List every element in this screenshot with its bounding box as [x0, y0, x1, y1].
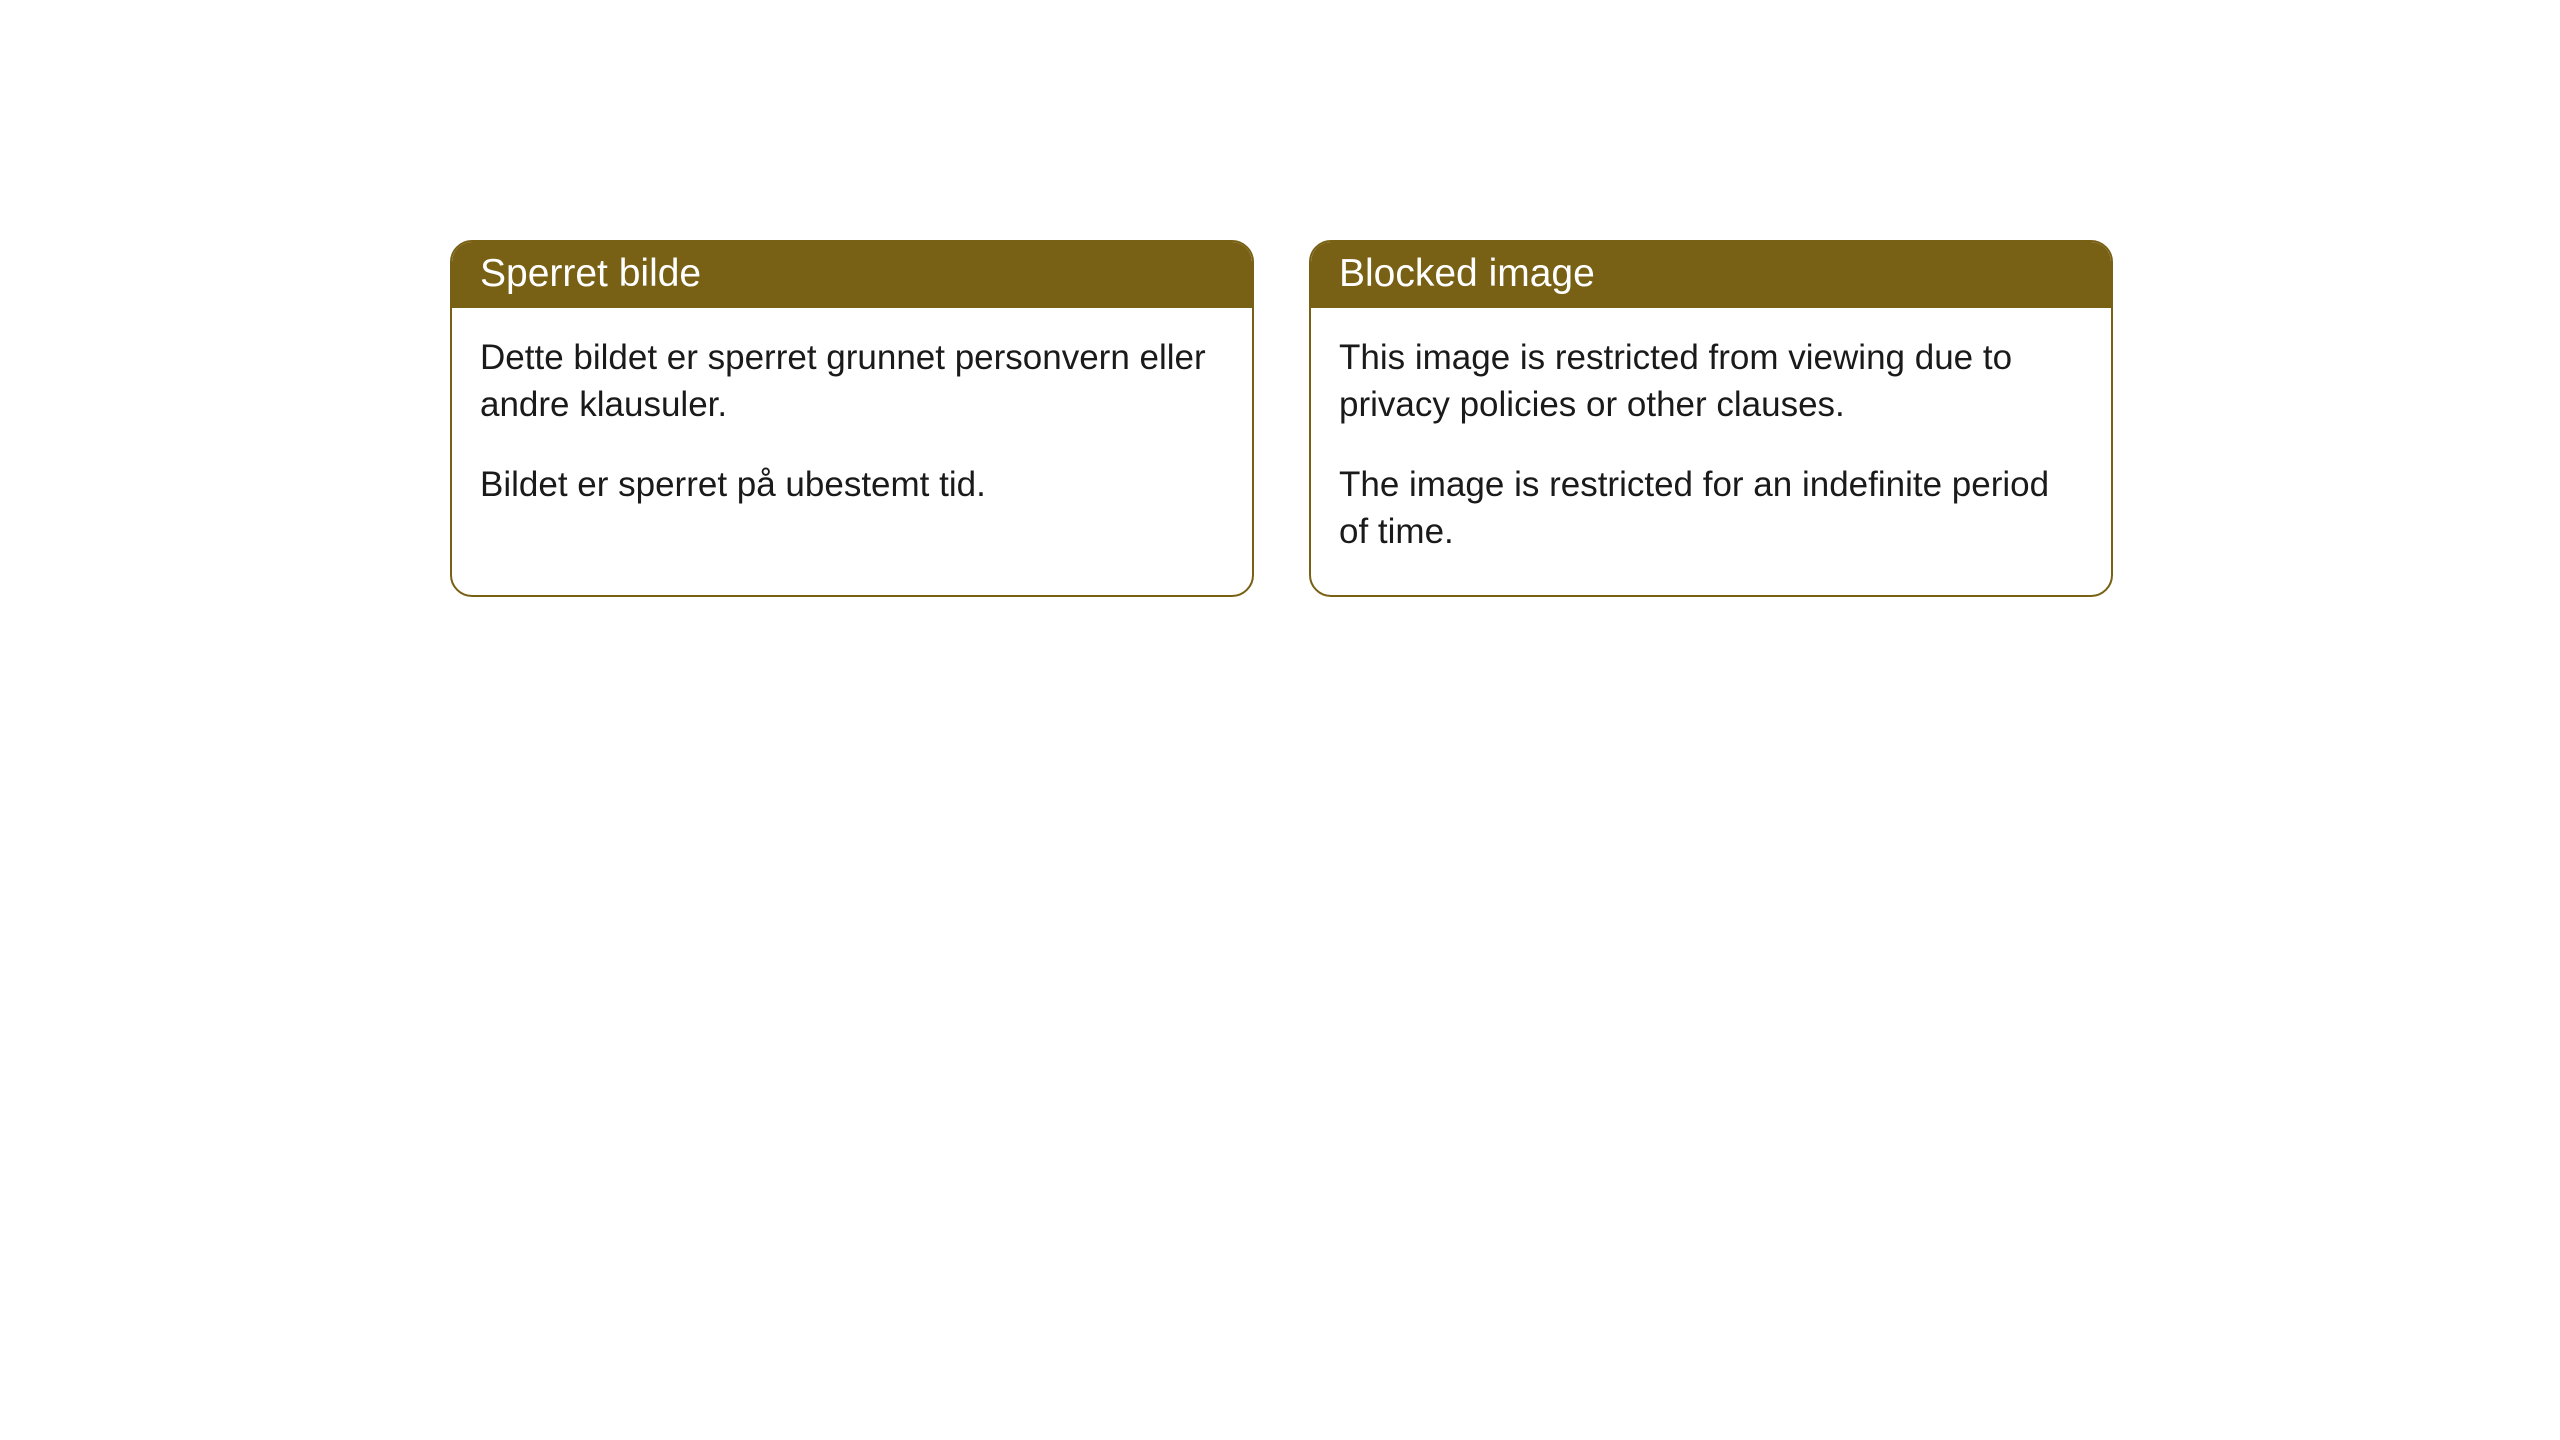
card-paragraph: This image is restricted from viewing du…: [1339, 334, 2083, 429]
notice-card-norwegian: Sperret bilde Dette bildet er sperret gr…: [450, 240, 1254, 597]
card-title: Blocked image: [1339, 252, 1595, 295]
card-body: Dette bildet er sperret grunnet personve…: [452, 308, 1252, 548]
card-header: Blocked image: [1311, 242, 2111, 308]
notice-card-english: Blocked image This image is restricted f…: [1309, 240, 2113, 597]
card-paragraph: The image is restricted for an indefinit…: [1339, 461, 2083, 556]
notice-cards-container: Sperret bilde Dette bildet er sperret gr…: [450, 240, 2560, 597]
card-paragraph: Bildet er sperret på ubestemt tid.: [480, 461, 1224, 508]
card-body: This image is restricted from viewing du…: [1311, 308, 2111, 595]
card-title: Sperret bilde: [480, 252, 701, 295]
card-paragraph: Dette bildet er sperret grunnet personve…: [480, 334, 1224, 429]
card-header: Sperret bilde: [452, 242, 1252, 308]
